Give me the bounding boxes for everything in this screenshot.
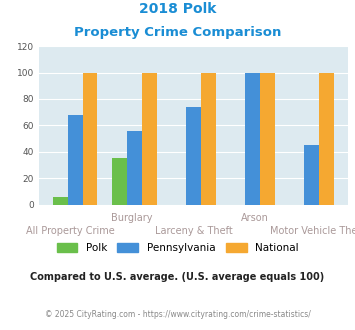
Text: All Property Crime: All Property Crime: [26, 226, 114, 236]
Text: Arson: Arson: [241, 213, 269, 223]
Bar: [68, 115, 83, 205]
Legend: Polk, Pennsylvania, National: Polk, Pennsylvania, National: [53, 240, 302, 256]
Bar: [319, 73, 334, 205]
Text: 2018 Polk: 2018 Polk: [139, 2, 216, 16]
Text: Burglary: Burglary: [111, 213, 152, 223]
Bar: [304, 145, 319, 205]
Bar: [112, 158, 127, 205]
Bar: [127, 131, 142, 205]
Bar: [260, 73, 275, 205]
Text: Property Crime Comparison: Property Crime Comparison: [74, 26, 281, 39]
Bar: [245, 73, 260, 205]
Bar: [83, 73, 97, 205]
Bar: [201, 73, 215, 205]
Text: Larceny & Theft: Larceny & Theft: [154, 226, 233, 236]
Text: © 2025 CityRating.com - https://www.cityrating.com/crime-statistics/: © 2025 CityRating.com - https://www.city…: [45, 310, 310, 319]
Text: Motor Vehicle Theft: Motor Vehicle Theft: [270, 226, 355, 236]
Text: Compared to U.S. average. (U.S. average equals 100): Compared to U.S. average. (U.S. average …: [31, 272, 324, 282]
Bar: [142, 73, 157, 205]
Bar: [186, 107, 201, 205]
Bar: [53, 197, 68, 205]
